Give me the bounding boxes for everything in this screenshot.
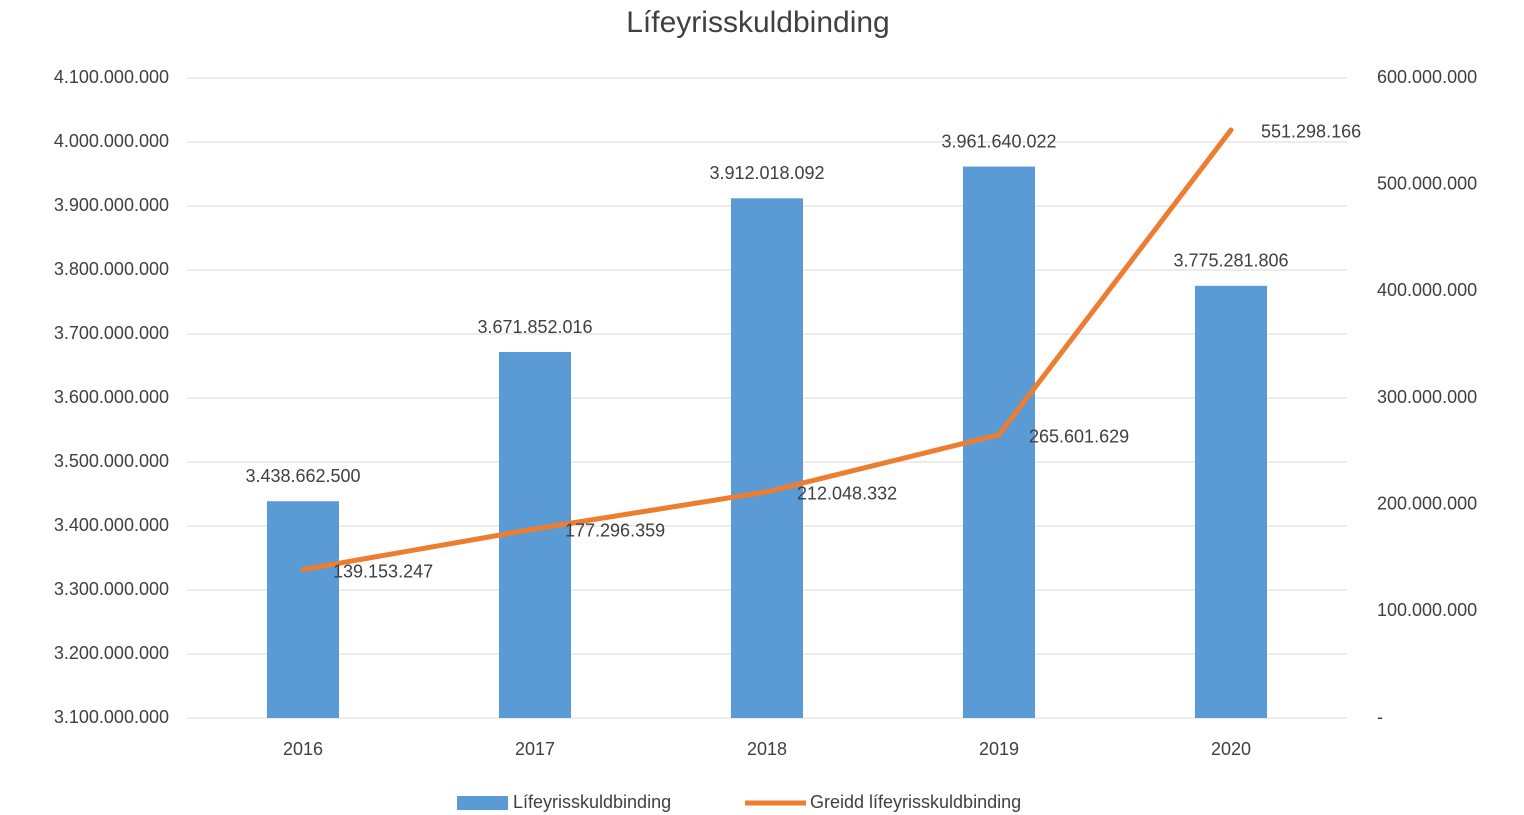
- y2-tick-label: -: [1377, 707, 1383, 727]
- y-tick-label: 3.100.000.000: [54, 707, 169, 727]
- y2-tick-label: 500.000.000: [1377, 173, 1477, 193]
- x-tick-label: 2016: [283, 739, 323, 759]
- bar: [267, 501, 339, 718]
- y-tick-label: 3.800.000.000: [54, 259, 169, 279]
- data-label: 3.961.640.022: [941, 131, 1056, 151]
- data-label: 265.601.629: [1029, 426, 1129, 446]
- y2-tick-label: 400.000.000: [1377, 280, 1477, 300]
- y-tick-label: 3.500.000.000: [54, 451, 169, 471]
- data-label: 3.775.281.806: [1173, 251, 1288, 271]
- chart-title: Lífeyrisskuldbinding: [626, 6, 889, 39]
- x-tick-label: 2019: [979, 739, 1019, 759]
- data-label: 3.912.018.092: [709, 163, 824, 183]
- bar: [731, 198, 803, 719]
- x-tick-label: 2018: [747, 739, 787, 759]
- legend-swatch: [457, 796, 508, 810]
- y-tick-label: 4.100.000.000: [54, 67, 169, 87]
- y-tick-label: 3.200.000.000: [54, 643, 169, 663]
- y-tick-label: 3.700.000.000: [54, 323, 169, 343]
- y-tick-label: 3.400.000.000: [54, 515, 169, 535]
- x-tick-label: 2020: [1211, 739, 1251, 759]
- y2-tick-label: 100.000.000: [1377, 600, 1477, 620]
- data-label: 212.048.332: [797, 484, 897, 504]
- y2-tick-label: 200.000.000: [1377, 493, 1477, 513]
- y2-tick-label: 600.000.000: [1377, 67, 1477, 87]
- bar: [1195, 285, 1267, 718]
- y2-tick-label: 300.000.000: [1377, 387, 1477, 407]
- y-tick-label: 4.000.000.000: [54, 131, 169, 151]
- data-label: 3.671.852.016: [477, 317, 592, 337]
- data-label: 551.298.166: [1261, 122, 1361, 142]
- y-tick-label: 3.300.000.000: [54, 579, 169, 599]
- line: [300, 127, 1234, 573]
- legend-label: Greidd lífeyrisskuldbinding: [810, 792, 1021, 812]
- x-tick-label: 2017: [515, 739, 555, 759]
- data-label: 3.438.662.500: [245, 466, 360, 486]
- y-tick-label: 3.900.000.000: [54, 195, 169, 215]
- y-tick-label: 3.600.000.000: [54, 387, 169, 407]
- data-label: 139.153.247: [333, 561, 433, 581]
- legend-label: Lífeyrisskuldbinding: [513, 792, 671, 812]
- data-label: 177.296.359: [565, 521, 665, 541]
